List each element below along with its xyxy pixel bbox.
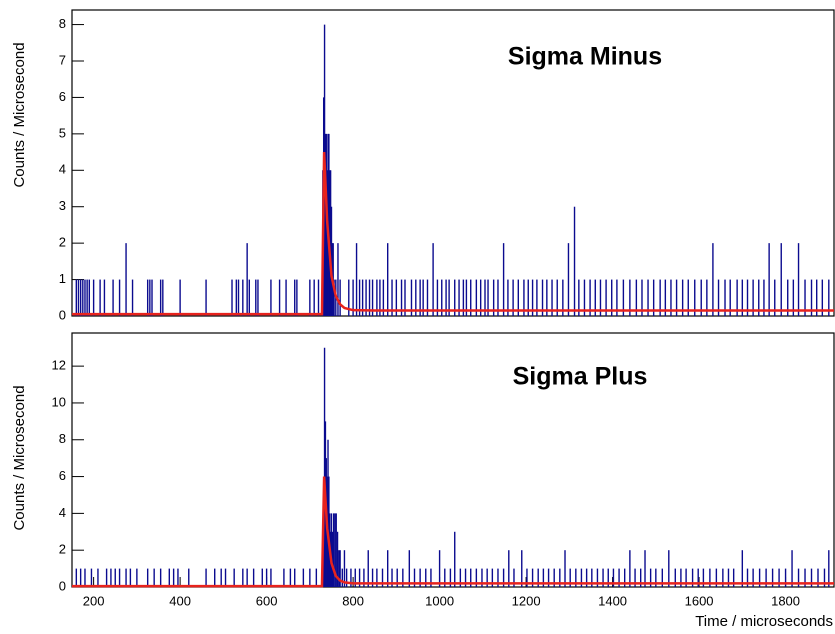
y-tick-label: 12	[52, 358, 66, 373]
x-axis-title: Time / microseconds	[695, 613, 833, 630]
y-axis-title: Counts / Microsecond	[11, 42, 28, 187]
y-tick-label: 7	[59, 52, 66, 67]
panel-title: Sigma Plus	[513, 363, 648, 391]
fit-curve	[72, 476, 834, 588]
y-tick-label: 6	[59, 468, 66, 483]
y-tick-label: 10	[52, 394, 66, 409]
panel-title: Sigma Minus	[508, 43, 662, 71]
panel-frame	[71, 332, 835, 588]
x-tick-label: 1600	[685, 593, 714, 608]
y-tick-label: 1	[59, 271, 66, 286]
x-tick-label: 1800	[771, 593, 800, 608]
y-tick-label: 3	[59, 198, 66, 213]
x-tick-label: 1200	[512, 593, 541, 608]
y-tick-label: 8	[59, 16, 66, 31]
y-tick-label: 8	[59, 431, 66, 446]
y-tick-label: 6	[59, 89, 66, 104]
x-tick-label: 600	[256, 593, 278, 608]
x-tick-label: 200	[83, 593, 105, 608]
x-tick-label: 1000	[425, 593, 454, 608]
y-tick-label: 5	[59, 125, 66, 140]
x-tick-label: 800	[342, 593, 364, 608]
panel-frame	[71, 9, 835, 317]
x-tick-label: 400	[169, 593, 191, 608]
x-tick-label: 1400	[598, 593, 627, 608]
fit-curve	[72, 152, 834, 316]
y-tick-label: 0	[59, 578, 66, 593]
y-axis-title: Counts / Microsecond	[11, 385, 28, 530]
y-tick-label: 0	[59, 307, 66, 322]
y-tick-label: 2	[59, 542, 66, 557]
y-tick-label: 4	[59, 162, 66, 177]
y-tick-label: 2	[59, 235, 66, 250]
y-tick-label: 4	[59, 505, 66, 520]
